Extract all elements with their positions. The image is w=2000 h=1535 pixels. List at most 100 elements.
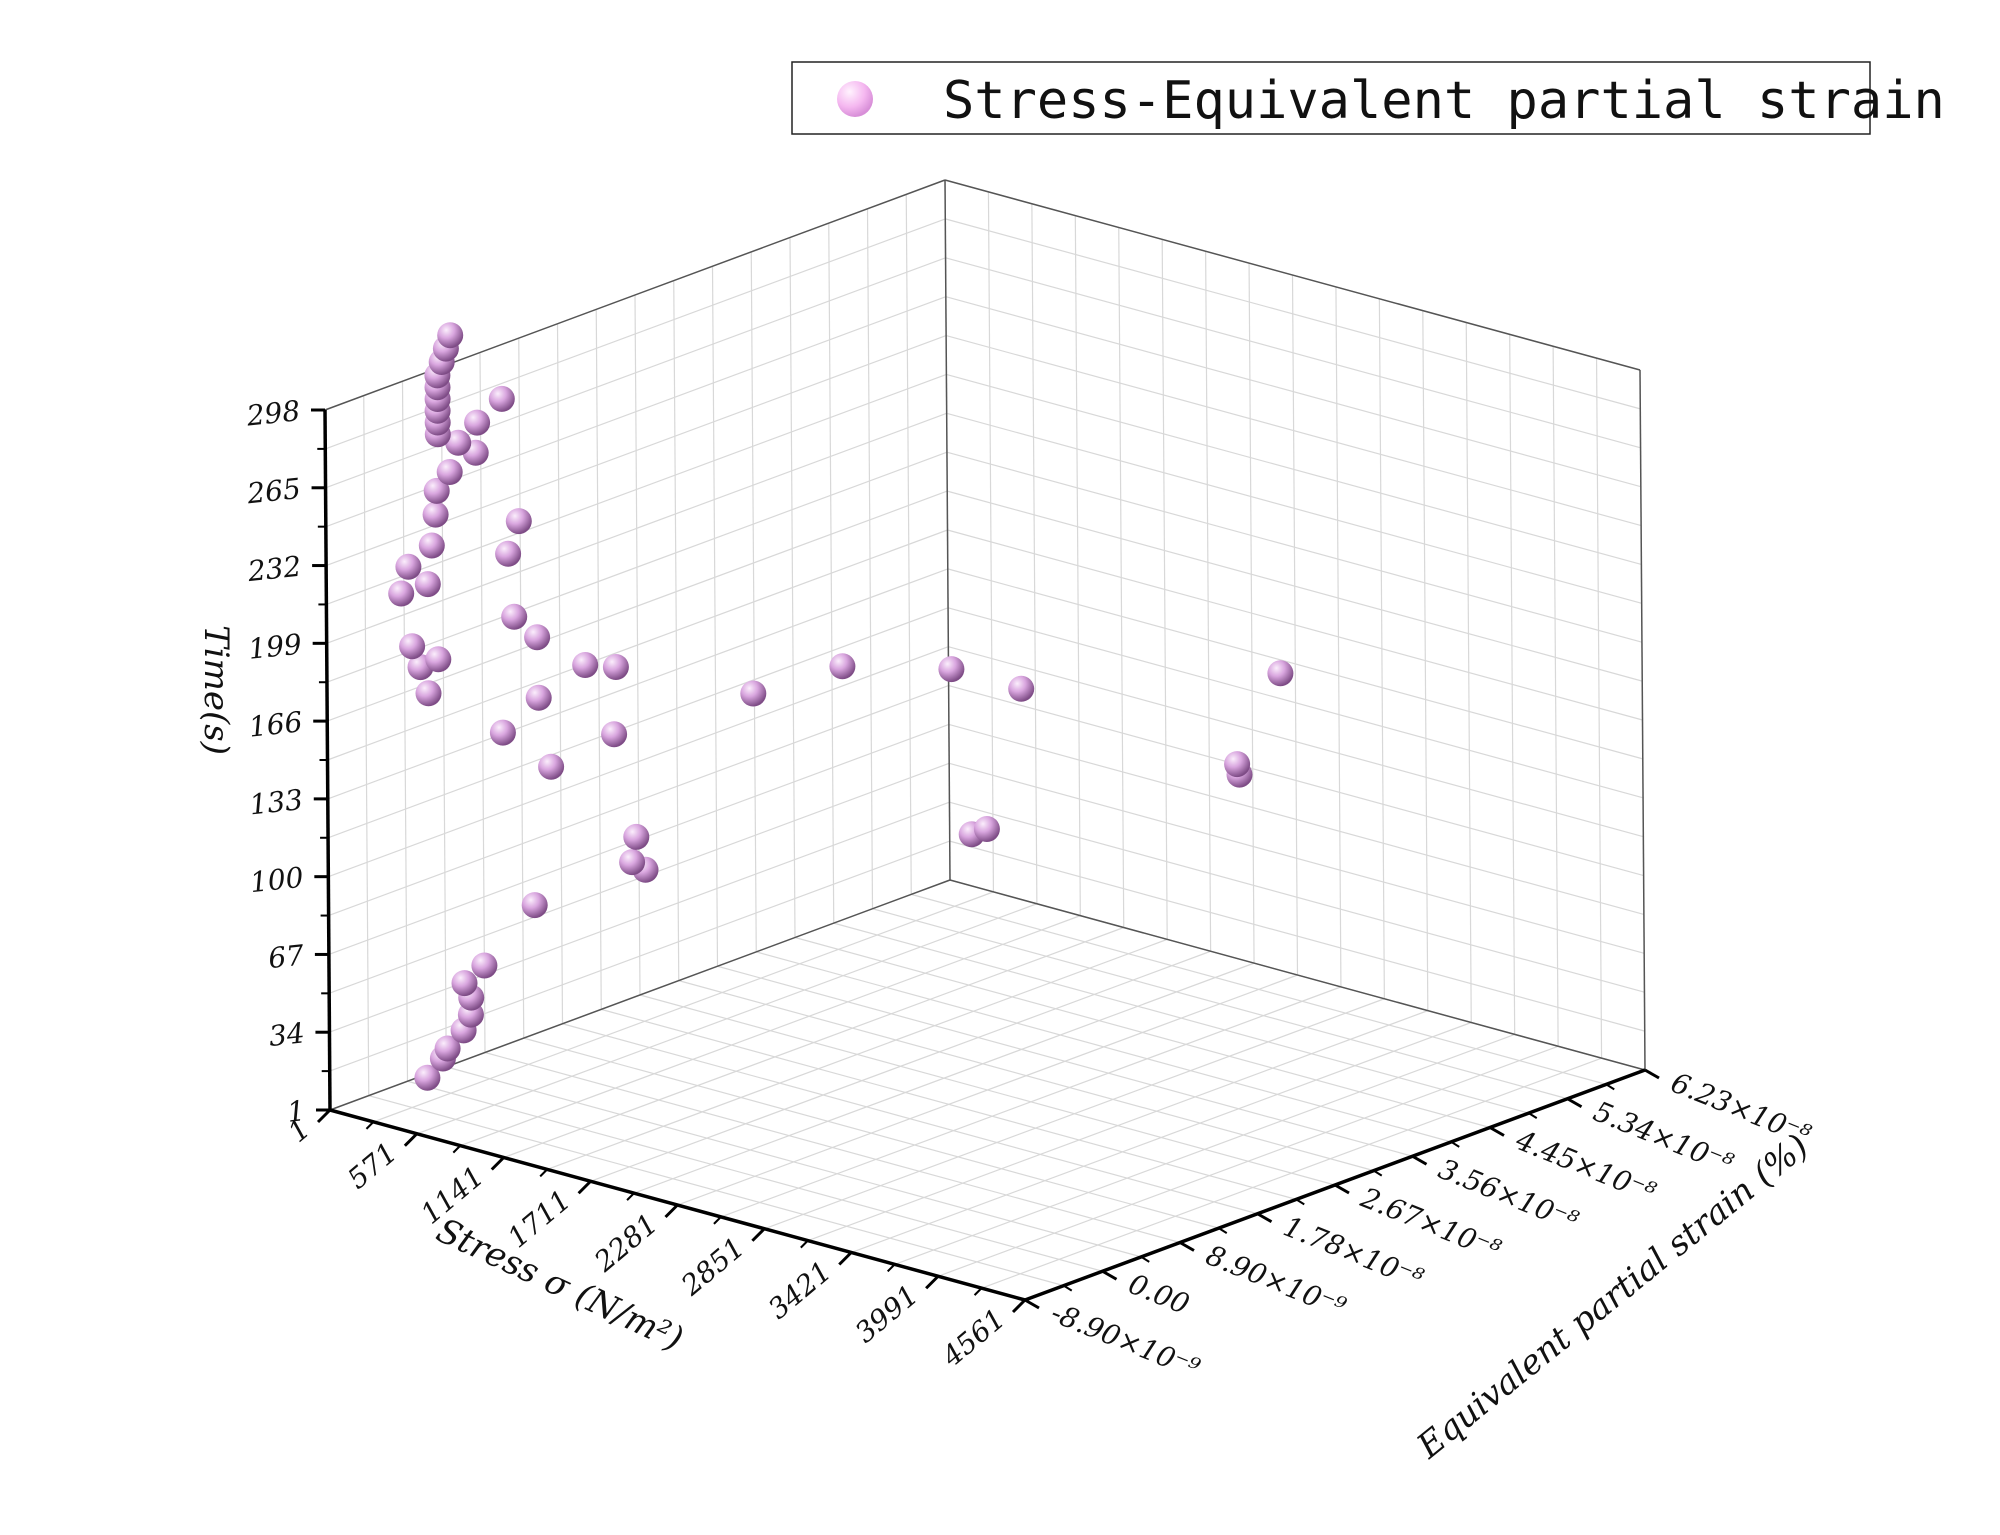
right-wall-grid-line: [949, 801, 1645, 993]
data-point: [740, 680, 767, 707]
x-minor-tick: [886, 1263, 896, 1273]
y-tick-mark: [1179, 1241, 1195, 1252]
data-point: [623, 823, 650, 850]
right-wall-grid-line: [945, 218, 1641, 410]
x-minor-tick: [539, 1168, 548, 1178]
x-minor-tick: [365, 1121, 375, 1130]
data-point: [538, 753, 565, 780]
x-tick-label: 2281: [587, 1207, 664, 1279]
left-wall-grid-line: [325, 257, 946, 489]
data-point: [829, 653, 856, 680]
left-wall-grid-line: [325, 334, 947, 567]
floor-grid-line: [590, 950, 1211, 1182]
x-tick-mark: [838, 1251, 853, 1266]
x-tick-mark: [664, 1203, 679, 1219]
floor-grid-line: [894, 1033, 1515, 1265]
data-point: [1267, 660, 1294, 687]
x-tick-label: 571: [341, 1136, 403, 1196]
floor-grid-line: [937, 1045, 1559, 1277]
left-wall-grid-line: [327, 607, 949, 839]
x-tick-mark: [925, 1275, 940, 1290]
data-point: [525, 684, 552, 711]
left-wall-grid-line: [326, 451, 948, 683]
x-tick-label: 3991: [849, 1278, 925, 1349]
z-tick-label: 1: [286, 1094, 307, 1129]
data-point: [423, 477, 450, 504]
floor-grid-line: [373, 891, 994, 1123]
y-tick-mark: [1024, 1298, 1040, 1310]
y-minor-tick: [1218, 1227, 1228, 1234]
right-wall-grid-line: [949, 840, 1645, 1032]
x-minor-tick: [626, 1192, 635, 1201]
z-tick-label: 298: [244, 394, 302, 433]
floor-grid-line: [851, 1021, 1472, 1254]
left-wall-grid-line: [327, 529, 948, 761]
legend-label: Stress-Equivalent partial strain: [943, 71, 1945, 131]
data-point: [602, 654, 629, 680]
y-tick-label: 0.00: [1124, 1267, 1194, 1321]
data-point: [489, 719, 516, 746]
data-point: [601, 721, 628, 748]
floor-grid-line: [981, 1057, 1602, 1289]
data-point: [1224, 751, 1251, 778]
right-wall-top-edge: [944, 179, 1641, 371]
y-tick-mark: [1566, 1097, 1583, 1109]
left-wall-grid-line: [328, 684, 949, 917]
grid-layer: [324, 179, 1646, 1301]
x-tick-mark: [1011, 1298, 1027, 1314]
data-point: [521, 892, 548, 919]
right-wall-grid-line: [947, 568, 1643, 760]
left-wall-grid-line: [329, 840, 950, 1072]
data-point: [464, 409, 491, 436]
right-wall-right-edge: [1639, 369, 1646, 1071]
z-tick-label: 199: [247, 627, 304, 665]
right-wall-grid-line: [947, 490, 1643, 682]
y-tick-mark: [1644, 1068, 1660, 1080]
data-point: [445, 429, 472, 456]
back-vertical-edge: [944, 179, 951, 881]
left-wall-grid-line: [326, 412, 947, 644]
x-minor-tick: [452, 1144, 462, 1154]
data-point: [572, 652, 599, 678]
right-wall-grid-line: [945, 257, 1641, 449]
legend: Stress-Equivalent partial strain: [791, 61, 1945, 135]
floor-grid-line: [720, 986, 1342, 1218]
data-point: [495, 540, 522, 567]
y-minor-tick: [1373, 1169, 1383, 1177]
floor-grid-line: [416, 903, 1038, 1135]
y-tick-mark: [1256, 1212, 1273, 1224]
points-layer: [388, 322, 1294, 1091]
data-point: [1008, 675, 1035, 702]
x-tick-mark: [490, 1156, 505, 1171]
data-point: [471, 952, 498, 979]
x-tick-label: 3421: [762, 1255, 838, 1326]
x-tick-mark: [403, 1132, 418, 1147]
y-minor-tick: [1295, 1198, 1305, 1206]
data-point: [388, 580, 415, 607]
x-tick-mark: [577, 1180, 592, 1195]
data-point: [399, 633, 426, 660]
data-point: [938, 656, 965, 683]
floor-grid-line: [764, 998, 1385, 1230]
data-point: [418, 532, 445, 559]
left-wall-grid-line: [326, 373, 947, 606]
data-point: [425, 646, 452, 673]
floor-grid-line: [546, 938, 1168, 1170]
data-point: [436, 459, 463, 485]
right-wall-grid-line: [945, 334, 1642, 527]
z-axis-title: Time(s): [196, 625, 236, 755]
floor-grid-line: [807, 1010, 1429, 1242]
right-wall-grid-line: [949, 762, 1645, 954]
z-tick-label: 34: [267, 1016, 306, 1053]
right-wall-grid-line: [948, 646, 1644, 838]
data-point: [395, 553, 422, 580]
legend-marker: [837, 81, 873, 117]
z-tick-label: 166: [247, 705, 304, 743]
floor-grid-line: [677, 974, 1298, 1206]
right-wall-grid-line: [947, 529, 1643, 721]
y-minor-tick: [1605, 1083, 1615, 1091]
x-tick-mark: [751, 1227, 766, 1242]
y-minor-tick: [1528, 1112, 1538, 1119]
right-wall-grid-line: [948, 723, 1645, 916]
y-tick-mark: [1489, 1126, 1505, 1137]
